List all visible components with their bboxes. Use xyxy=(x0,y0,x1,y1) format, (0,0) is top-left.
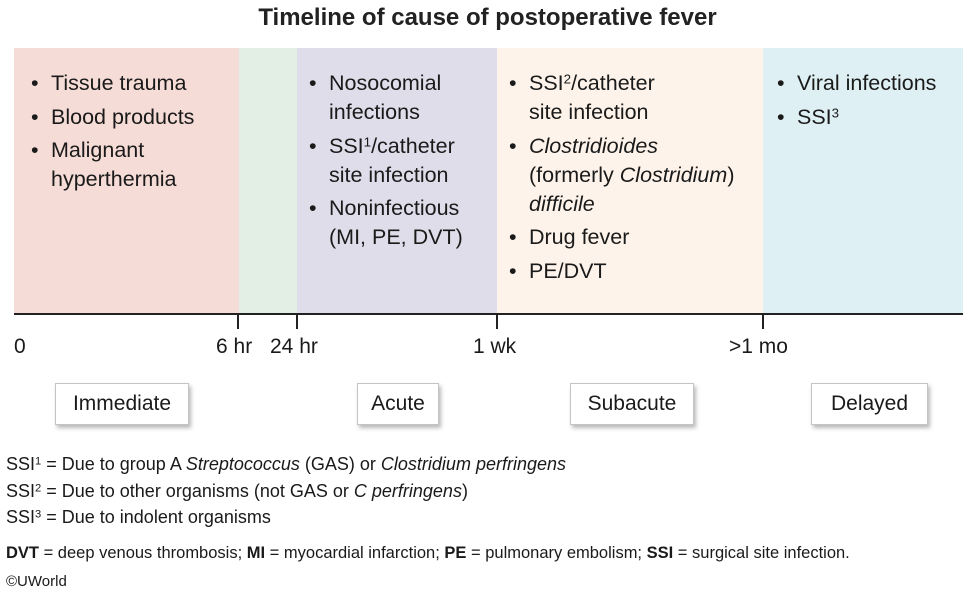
immediate-item: Blood products xyxy=(26,103,236,132)
subacute-item-cdiff: Clostridioides (formerly Clostridium) di… xyxy=(504,132,762,219)
delayed-panel: Viral infections SSI3 xyxy=(772,48,962,313)
acute-item: Noninfectious (MI, PE, DVT) xyxy=(304,194,489,252)
tick-24hr xyxy=(296,313,298,329)
timeline-axis xyxy=(14,313,963,315)
tick-1wk xyxy=(496,313,498,329)
acute-panel: Nosocomial infections SSI1/catheter site… xyxy=(304,48,494,313)
acute-item-ssi: SSI1/catheter site infection xyxy=(304,132,479,190)
subacute-item-ssi: SSI2/catheter site infection xyxy=(504,69,689,127)
tick-label-6hr: 6 hr xyxy=(216,335,253,358)
footnote-ssi1: SSI1 = Due to group A Streptococcus (GAS… xyxy=(6,454,566,474)
phase-delayed: Delayed xyxy=(811,383,928,425)
tick-6hr xyxy=(237,313,239,329)
footnote-ssi3: SSI3 = Due to indolent organisms xyxy=(6,507,271,527)
phase-acute: Acute xyxy=(357,383,439,425)
immediate-item: Tissue trauma xyxy=(26,69,236,98)
diagram-title: Timeline of cause of postoperative fever xyxy=(258,4,717,31)
phase-subacute: Subacute xyxy=(570,383,694,425)
tick-1mo xyxy=(762,313,764,329)
delayed-item: Viral infections xyxy=(772,69,962,98)
footnote-ssi2: SSI2 = Due to other organisms (not GAS o… xyxy=(6,481,468,501)
tick-label-1wk: 1 wk xyxy=(473,335,517,358)
delayed-item-ssi: SSI3 xyxy=(772,103,962,132)
subacute-item: PE/DVT xyxy=(504,257,762,286)
tick-label-24hr: 24 hr xyxy=(270,335,318,358)
transition-panel-bg xyxy=(239,48,297,313)
tick-label-1mo: >1 mo xyxy=(729,335,788,358)
phase-immediate: Immediate xyxy=(55,383,189,425)
abbreviation-legend: DVT = deep venous thrombosis; MI = myoca… xyxy=(6,544,850,562)
copyright: ©UWorld xyxy=(6,573,67,590)
immediate-panel: Tissue trauma Blood products Malignant h… xyxy=(26,48,236,313)
acute-item: Nosocomial infections xyxy=(304,69,459,127)
immediate-item: Malignant hyperthermia xyxy=(26,136,216,194)
subacute-panel: SSI2/catheter site infection Clostridioi… xyxy=(504,48,762,313)
subacute-item: Drug fever xyxy=(504,223,762,252)
tick-label-0: 0 xyxy=(14,335,26,358)
